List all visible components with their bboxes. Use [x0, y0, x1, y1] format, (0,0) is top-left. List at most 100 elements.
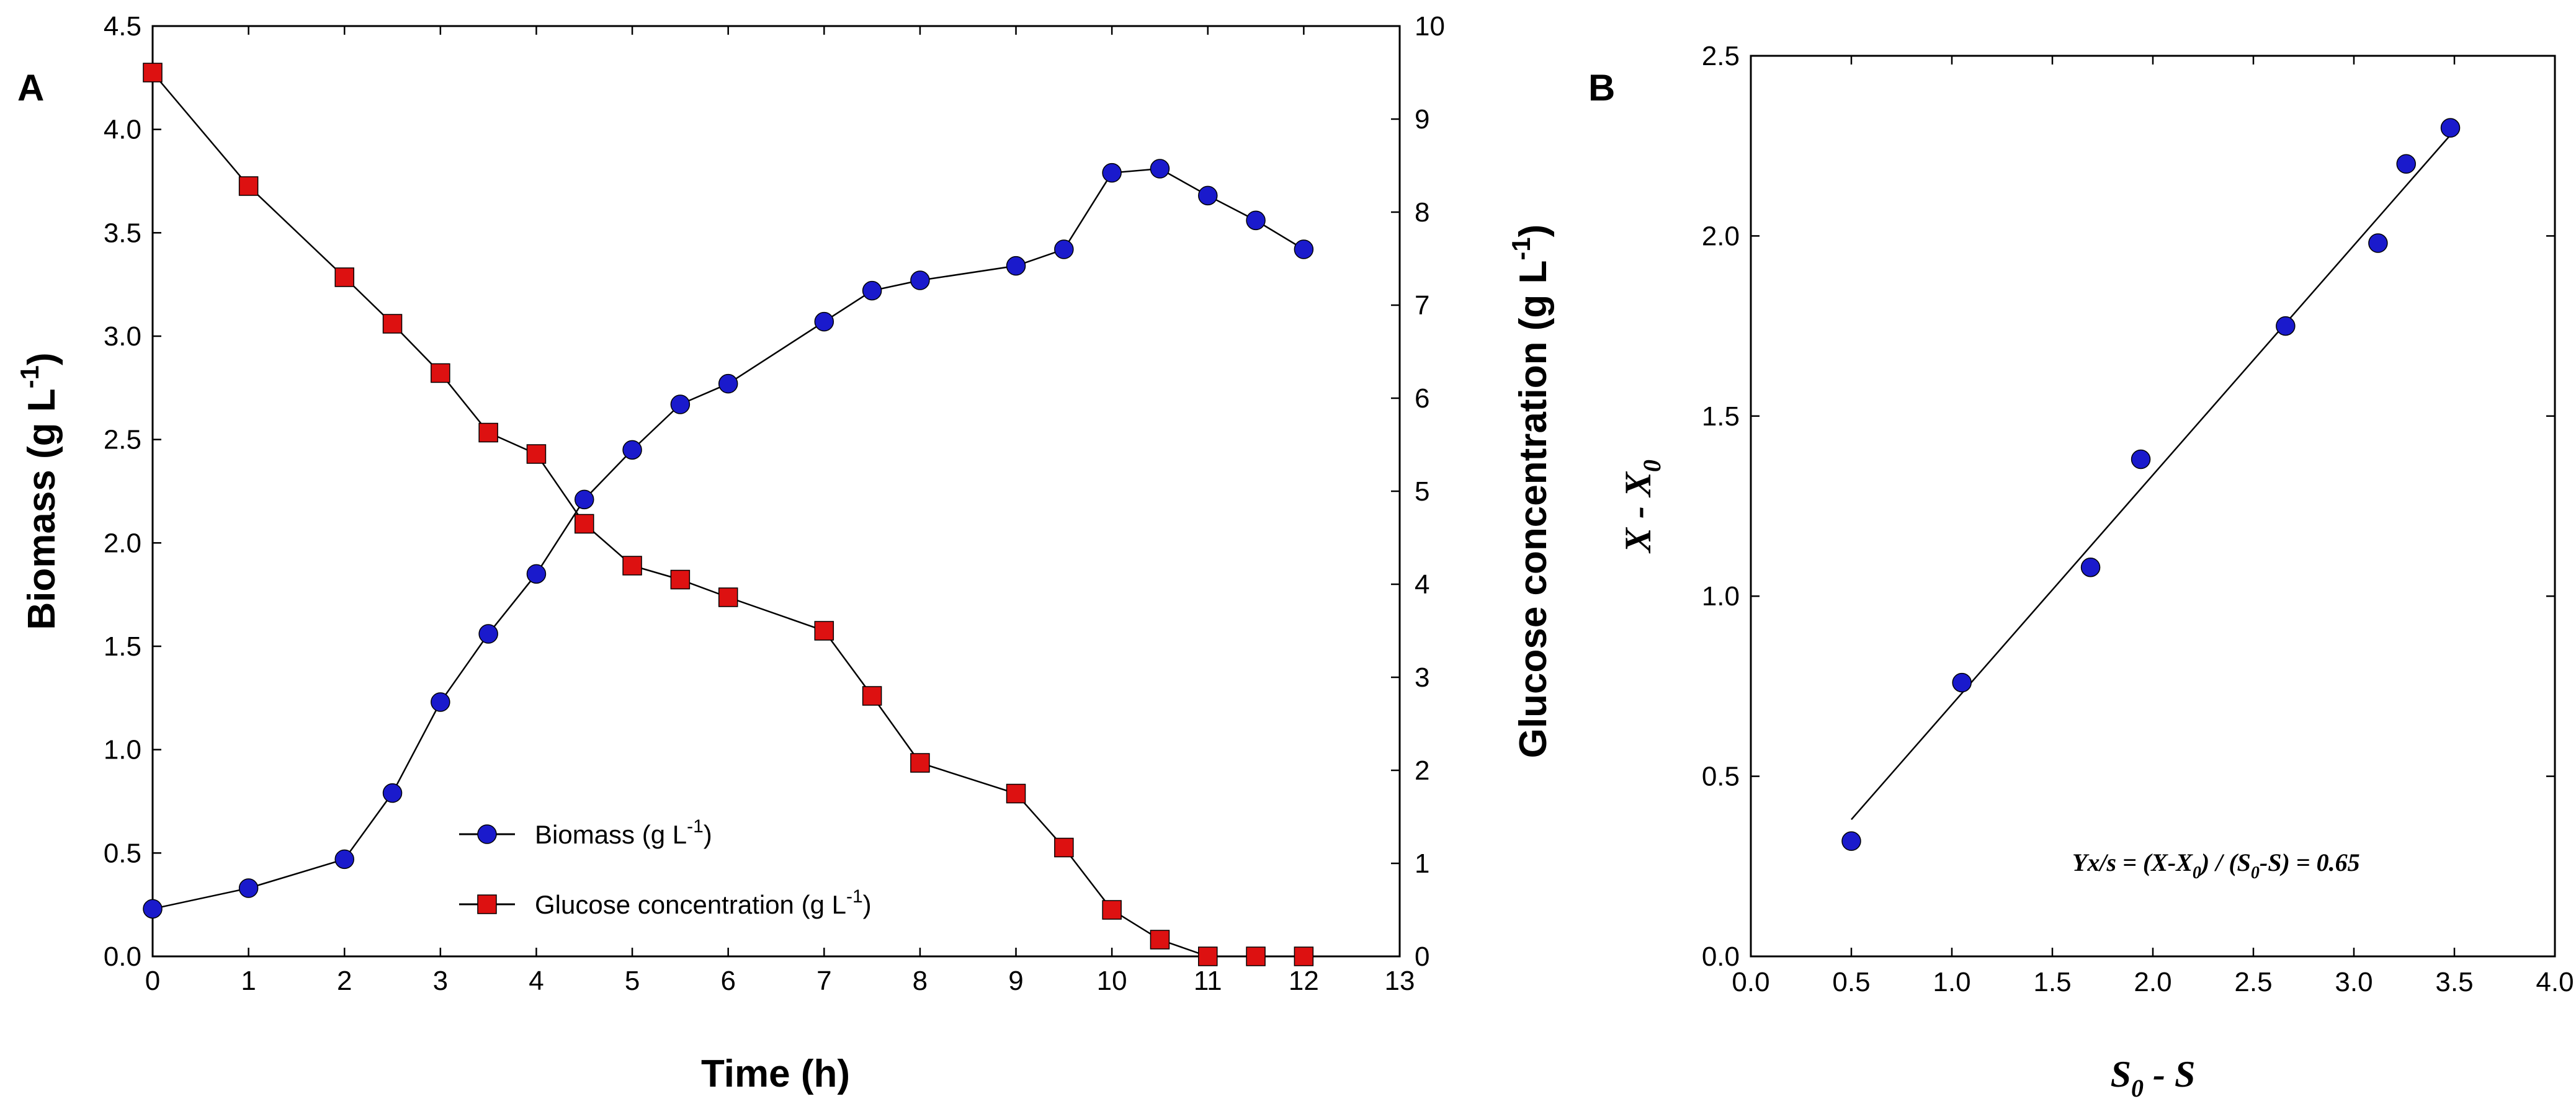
panel-a-y-axis-label: Biomass (g L-1)	[15, 352, 63, 630]
a-y2-tick-label: 9	[1415, 104, 1429, 135]
annot-part3: -S) = 0.65	[2260, 848, 2360, 876]
panel-b-x-ticks: 0.0 0.5 1.0 1.5 2.0 2.5 3.0 3.5 4.0	[1732, 56, 2574, 997]
biomass-point	[670, 394, 691, 414]
legend-glucose-marker	[477, 894, 497, 914]
a-y-tick-label: 4.0	[104, 115, 141, 145]
panel-a-y-ticks: 0.0 0.5 1.0 1.5 2.0 2.5 3.0 3.5 4.0 4.5	[104, 11, 161, 972]
glucose-point	[1198, 946, 1218, 966]
a-x-tick-label: 12	[1289, 966, 1319, 996]
annot-sub1: 0	[2193, 863, 2201, 883]
glucose-point	[670, 569, 691, 590]
annot-sub2: 0	[2251, 863, 2260, 883]
legend-glucose-label: Glucose concentration (g L-1)	[535, 886, 872, 919]
b-y-tick-label: 0.0	[1702, 942, 1740, 972]
b-x-tick-label: 4.0	[2536, 967, 2574, 997]
glucose-point	[1102, 900, 1122, 920]
scatter-point	[2396, 154, 2416, 174]
a-x-tick-label: 1	[241, 966, 256, 996]
glucose-point	[622, 556, 642, 576]
legend-entry-glucose: Glucose concentration (g L-1)	[459, 886, 872, 919]
a-y2-tick-label: 8	[1415, 197, 1429, 228]
glucose-point	[1294, 946, 1314, 966]
b-x-tick-label: 0.5	[1832, 967, 1870, 997]
a-y-tick-label: 2.0	[104, 528, 141, 558]
b-x-tick-label: 3.5	[2435, 967, 2473, 997]
panel-a-x-ticks: 0 1 2 3 4 5 6 7 8 9 10 11 12 13	[145, 26, 1415, 996]
biomass-point	[814, 311, 834, 332]
biomass-point	[431, 692, 450, 712]
b-y-tick-label: 1.5	[1702, 401, 1740, 432]
panel-b-series	[1841, 118, 2461, 851]
panel-b-x-label-end: - S	[2144, 1054, 2195, 1095]
glucose-point	[143, 63, 163, 82]
panel-b-y-label-sub: 0	[1638, 460, 1666, 472]
biomass-point	[1150, 159, 1170, 179]
legend-glucose-text: Glucose concentration (g L	[535, 890, 846, 919]
a-y2-tick-label: 5	[1415, 476, 1429, 507]
scatter-point	[2440, 118, 2461, 138]
panel-a-series	[143, 63, 1314, 966]
panel-b-annotation: Yx/s = (X-X0) / (S0-S) = 0.65	[2072, 848, 2360, 883]
a-y2-tick-label: 0	[1415, 942, 1429, 972]
b-y-tick-label: 0.5	[1702, 762, 1740, 792]
panel-b-x-label-main: S	[2111, 1054, 2131, 1095]
scatter-point	[2080, 557, 2101, 577]
glucose-point	[238, 176, 259, 196]
a-y-tick-label: 0.0	[104, 942, 141, 972]
glucose-point	[1246, 946, 1266, 966]
panel-b-x-axis-label: S0 - S	[2111, 1054, 2196, 1102]
a-x-tick-label: 2	[337, 966, 352, 996]
a-y-tick-label: 3.0	[104, 321, 141, 352]
biomass-point	[1294, 239, 1314, 259]
legend-biomass-marker	[477, 824, 497, 844]
panel-a-legend: Biomass (g L-1) Glucose concentration (g…	[459, 816, 872, 919]
glucose-point	[334, 267, 354, 287]
annot-part2: ) / (S	[2199, 848, 2251, 876]
scatter-point	[2131, 449, 2151, 470]
b-x-tick-label: 3.0	[2335, 967, 2373, 997]
biomass-point	[718, 373, 738, 394]
legend-entry-biomass: Biomass (g L-1)	[459, 816, 712, 849]
a-y2-tick-label: 4	[1415, 569, 1429, 600]
biomass-point	[622, 440, 642, 460]
a-x-tick-label: 5	[625, 966, 640, 996]
biomass-point	[910, 270, 930, 290]
panel-a-y-label-end: )	[20, 352, 63, 365]
panel-b-x-label-sub: 0	[2131, 1074, 2144, 1102]
b-x-tick-label: 0.0	[1732, 967, 1769, 997]
annot-part1: Yx/s = (X-X	[2072, 848, 2193, 876]
a-y2-tick-label: 6	[1415, 383, 1429, 414]
biomass-point	[334, 849, 354, 870]
biomass-point	[1054, 239, 1074, 259]
a-x-tick-label: 11	[1194, 966, 1222, 996]
legend-biomass-sup: -1	[687, 816, 704, 837]
a-y2-tick-label: 7	[1415, 290, 1429, 321]
glucose-point	[1150, 930, 1170, 950]
biomass-point	[1246, 210, 1266, 231]
panel-b-plot-frame	[1750, 55, 2556, 958]
glucose-series-line	[152, 72, 1304, 958]
a-x-tick-label: 3	[433, 966, 448, 996]
biomass-point	[575, 489, 594, 510]
b-y-tick-label: 1.0	[1702, 581, 1740, 612]
a-y-tick-label: 3.5	[104, 218, 141, 248]
biomass-series-line	[152, 167, 1305, 910]
b-y-tick-label: 2.0	[1702, 221, 1740, 251]
biomass-point	[1198, 185, 1218, 206]
fit-line	[1851, 134, 2451, 821]
scatter-point	[2368, 233, 2388, 253]
glucose-point	[910, 753, 930, 773]
a-x-tick-label: 9	[1008, 966, 1023, 996]
biomass-point	[143, 899, 163, 919]
glucose-point	[575, 514, 594, 534]
b-x-tick-label: 2.5	[2234, 967, 2272, 997]
glucose-point	[814, 621, 834, 641]
b-x-tick-label: 2.0	[2134, 967, 2171, 997]
a-y-tick-label: 1.5	[104, 631, 141, 662]
a-x-tick-label: 7	[816, 966, 831, 996]
panel-b-y-axis-label: X - X0	[1617, 460, 1666, 554]
glucose-point	[1006, 783, 1026, 804]
a-y2-tick-label: 3	[1415, 662, 1429, 693]
a-x-tick-label: 4	[529, 966, 543, 996]
panel-a-y2-label-main: Glucose concentration (g L	[1512, 260, 1555, 759]
